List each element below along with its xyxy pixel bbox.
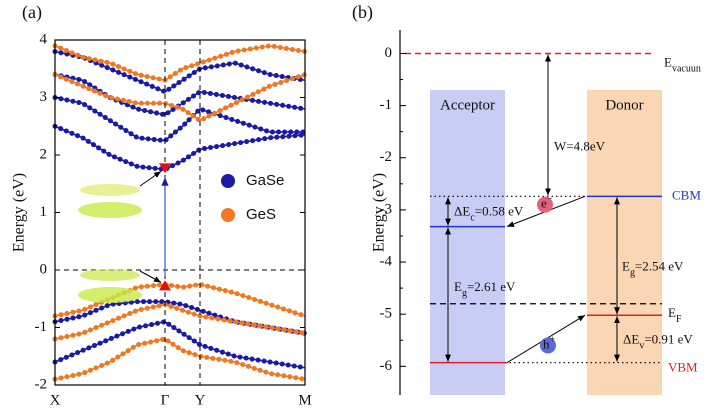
panel-title: (a) bbox=[22, 2, 42, 23]
band-line bbox=[54, 44, 306, 82]
x-tick-label: M bbox=[298, 392, 311, 408]
y-tick-label: 2 bbox=[40, 146, 48, 162]
hole-label: h+ bbox=[543, 334, 556, 351]
band-weight bbox=[52, 43, 308, 83]
hole-label-part: + bbox=[550, 334, 556, 345]
eg-acceptor-label-part: g bbox=[462, 288, 467, 299]
region bbox=[430, 89, 505, 395]
inset-arrow bbox=[139, 170, 162, 187]
cbm-label: CBM bbox=[672, 187, 701, 202]
delta-ec-label: ΔEc=0.58 eV bbox=[454, 203, 524, 223]
band-weight bbox=[52, 336, 308, 382]
delta-ev-label-part: v bbox=[639, 340, 644, 351]
region-label: Acceptor bbox=[440, 97, 495, 113]
region-label: Donor bbox=[605, 97, 643, 113]
y-tick-label: -6 bbox=[380, 358, 393, 374]
x-tick-label: Y bbox=[195, 392, 206, 408]
delta-ec-label-part: c bbox=[470, 212, 475, 223]
eg-acceptor-label-part: E bbox=[454, 279, 462, 294]
y-tick-label: -2 bbox=[380, 149, 393, 165]
electron-label-part: e bbox=[541, 196, 547, 211]
y-tick-label: -1 bbox=[380, 97, 393, 113]
inset-density bbox=[80, 184, 140, 196]
vbm-label: VBM bbox=[668, 360, 698, 375]
eg-donor-label-part: g bbox=[630, 267, 635, 278]
y-tick-label: -2 bbox=[35, 376, 48, 392]
y-tick-label: 4 bbox=[40, 31, 48, 47]
y-tick-label: -1 bbox=[35, 319, 48, 335]
y-axis-label: Energy (eV) bbox=[371, 173, 388, 252]
y-tick-label: -3 bbox=[380, 201, 393, 217]
x-tick-label: Γ bbox=[161, 392, 170, 408]
delta-ec-label-part: =0.58 eV bbox=[475, 203, 524, 218]
legend-marker bbox=[221, 208, 235, 222]
eg-donor-label: Eg=2.54 eV bbox=[622, 258, 684, 278]
band-weight bbox=[52, 301, 308, 342]
inset-density bbox=[80, 269, 140, 281]
eg-acceptor-label: Eg=2.61 eV bbox=[454, 279, 516, 299]
legend-label: GaSe bbox=[246, 172, 284, 189]
legend-label: GeS bbox=[246, 206, 276, 223]
inset-density bbox=[78, 202, 142, 218]
y-tick-label: -4 bbox=[380, 253, 393, 269]
vacuum-label-part: E bbox=[664, 54, 672, 69]
cbm-marker bbox=[159, 163, 171, 174]
vacuum-label-part: vacuun bbox=[672, 63, 701, 74]
band-weight bbox=[52, 95, 308, 144]
band-weight bbox=[52, 123, 308, 172]
y-tick-label: 0 bbox=[385, 45, 393, 61]
eg-donor-label-part: =2.54 eV bbox=[635, 258, 684, 273]
delta-ev-label-part: ΔE bbox=[623, 331, 639, 346]
electron-label: e− bbox=[541, 193, 553, 210]
band-weight bbox=[52, 281, 308, 319]
electron-icon bbox=[537, 196, 553, 213]
inset-density bbox=[78, 287, 142, 303]
hole-icon bbox=[540, 337, 556, 354]
eg-acceptor-label-part: =2.61 eV bbox=[467, 279, 516, 294]
band-weight bbox=[52, 49, 308, 95]
delta-ec-label-part: ΔE bbox=[454, 203, 470, 218]
fermi-label: EF bbox=[668, 305, 682, 325]
x-tick-label: X bbox=[50, 392, 61, 408]
y-tick-label: 3 bbox=[40, 89, 48, 105]
delta-ev-label: ΔEv=0.91 eV bbox=[623, 331, 693, 351]
band-line bbox=[54, 303, 306, 340]
band-weight bbox=[52, 319, 308, 371]
eg-donor-label-part: E bbox=[622, 258, 630, 273]
y-axis-label: Energy (eV) bbox=[11, 173, 28, 252]
hole-label-part: h bbox=[543, 336, 550, 351]
inset-arrow bbox=[139, 270, 162, 283]
y-tick-label: -5 bbox=[380, 306, 393, 322]
work-function-label: W=4.8eV bbox=[554, 138, 606, 153]
y-tick-label: 0 bbox=[40, 261, 48, 277]
band-weight bbox=[52, 72, 308, 124]
panel-title: (b) bbox=[352, 2, 373, 23]
band-weight bbox=[52, 72, 308, 118]
delta-ev-label-part: =0.91 eV bbox=[644, 331, 693, 346]
fermi-label-part: E bbox=[668, 305, 676, 320]
plot-frame bbox=[54, 39, 306, 386]
vbm-marker bbox=[159, 280, 171, 291]
legend-marker bbox=[221, 174, 235, 188]
y-tick-label: 1 bbox=[40, 204, 48, 220]
vacuum-label: Evacuun bbox=[664, 54, 701, 74]
fermi-label-part: F bbox=[676, 314, 682, 325]
region bbox=[587, 89, 662, 395]
electron-label-part: − bbox=[547, 193, 553, 204]
